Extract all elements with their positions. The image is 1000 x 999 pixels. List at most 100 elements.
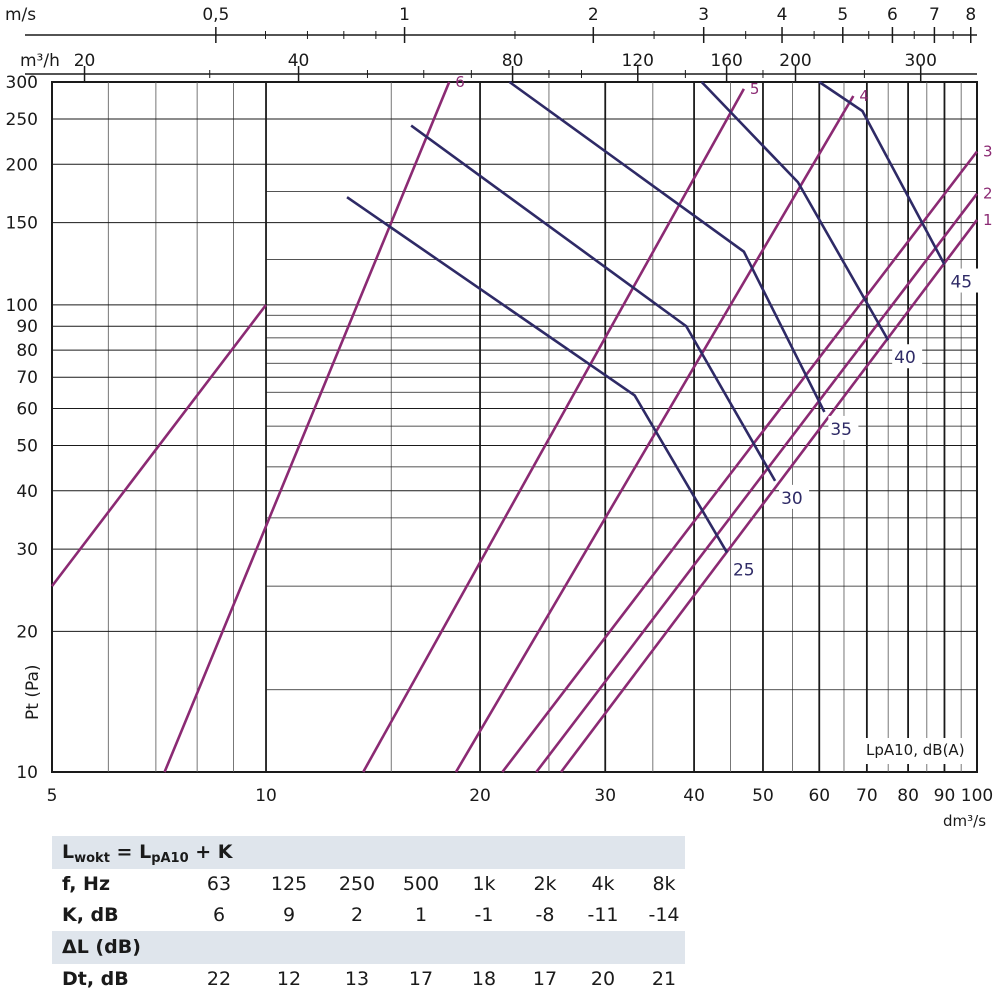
- delta-header: ΔL (dB): [52, 931, 685, 964]
- size-line: [454, 95, 855, 773]
- size-line-label: 3: [983, 142, 993, 160]
- velocity-tick-label: 2: [588, 5, 599, 25]
- freq-cell: 125: [270, 873, 308, 895]
- sound-level-line: [700, 81, 890, 341]
- formula-header: Lwokt = LpA10 + K: [52, 836, 685, 869]
- grid: [51, 81, 978, 773]
- plot-frame: [51, 81, 978, 773]
- sound-level-label: 30: [781, 489, 803, 509]
- sound-level-label: 40: [894, 348, 916, 368]
- dt-cell: 18: [471, 968, 497, 990]
- sound-level-line: [818, 80, 946, 266]
- sound-level-label: 25: [733, 561, 755, 581]
- airflow-tick-label: 40: [288, 51, 310, 71]
- y-tick-label: 200: [6, 155, 38, 175]
- k-cell: 2: [350, 904, 364, 926]
- y-tick-label: 300: [6, 73, 38, 93]
- freq-cell: 8k: [652, 873, 676, 895]
- size-line-label: 2: [983, 185, 993, 203]
- size-line-label: 5: [750, 80, 760, 98]
- top-axes: m/s 0,5 1 2 3 4 5 6 7 8 m³/h 20 40 80 120 160 200 300: [5, 5, 977, 82]
- size-line-label: 6: [455, 73, 465, 91]
- sound-level-label-bg: [948, 268, 979, 293]
- k-cell: 6: [212, 904, 226, 926]
- size-line-label: 1: [983, 211, 993, 229]
- frequency-row: f, Hz 63 125 250 500 1k 2k 4k 8k: [52, 869, 685, 900]
- y-tick-label: 70: [16, 368, 38, 388]
- airflow-tick-label: 80: [502, 51, 524, 71]
- sound-level-line: [410, 124, 777, 482]
- x-tick-label: 40: [683, 786, 705, 806]
- x-tick-label: 90: [934, 786, 956, 806]
- y-tick-label: 50: [16, 436, 38, 456]
- y-tick-label: 40: [16, 482, 38, 502]
- airflow-tick-label: 20: [74, 51, 96, 71]
- velocity-tick-label: 5: [837, 5, 848, 25]
- dt-cell: 13: [344, 968, 370, 990]
- dt-cell: 17: [408, 968, 434, 990]
- k-cell: -14: [648, 904, 680, 926]
- velocity-unit: m/s: [5, 5, 36, 25]
- velocity-tick-label: 8: [965, 5, 976, 25]
- velocity-tick-label: 4: [777, 5, 788, 25]
- k-cell: 1: [414, 904, 428, 926]
- x-tick-label: 5: [47, 786, 58, 806]
- pressure-airflow-chart: m/s 0,5 1 2 3 4 5 6 7 8m³/h 20 40 80 120 160 200 300 123…: [5, 5, 993, 830]
- size-line: [163, 81, 451, 773]
- x-tick-label: 30: [594, 786, 616, 806]
- dt-cell: 12: [276, 968, 302, 990]
- sound-correction-table: Lwokt = LpA10 + K f, Hz 63 125 250 500 1…: [52, 836, 685, 995]
- velocity-tick-label: 0,5: [202, 5, 229, 25]
- k-cell: -8: [535, 904, 555, 926]
- freq-cell: 1k: [472, 873, 496, 895]
- airflow-tick-label: 200: [779, 51, 811, 71]
- y-tick-label: 80: [16, 341, 38, 361]
- x-tick-label: 20: [469, 786, 491, 806]
- x-tick-label: 70: [856, 786, 878, 806]
- freq-cell: 63: [206, 873, 232, 895]
- freq-cell: 250: [338, 873, 376, 895]
- size-line: [362, 88, 746, 773]
- size-line: [560, 219, 979, 773]
- k-cell: 9: [282, 904, 296, 926]
- velocity-tick-label: 7: [929, 5, 940, 25]
- size-line: [50, 304, 268, 587]
- dt-cell: 20: [590, 968, 616, 990]
- y-tick-label: 60: [16, 400, 38, 420]
- airflow-tick-label: 160: [710, 51, 742, 71]
- sound-level-label-bg: [730, 556, 761, 581]
- x-tick-label: 10: [255, 786, 277, 806]
- airflow-tick-label: 300: [904, 51, 936, 71]
- x-tick-label: 100: [961, 786, 993, 806]
- freq-cell: 2k: [533, 873, 557, 895]
- freq-cell: 500: [402, 873, 440, 895]
- y-tick-label: 90: [16, 317, 38, 337]
- inset-label: LpA10, dB(A): [866, 741, 965, 759]
- dt-cell: 17: [532, 968, 558, 990]
- y-tick-label: 10: [16, 763, 38, 783]
- y-tick-label: 250: [6, 110, 38, 130]
- k-cell: -1: [474, 904, 494, 926]
- y-tick-label: 100: [6, 296, 38, 316]
- size-line: [501, 150, 979, 773]
- x-tick-label: 50: [752, 786, 774, 806]
- velocity-tick-label: 6: [887, 5, 898, 25]
- k-row: K, dB 6 9 2 1 -1 -8 -11 -14: [52, 900, 685, 931]
- sound-level-label-bg: [828, 415, 859, 440]
- size-line: [535, 192, 979, 773]
- y-tick-label: 150: [6, 214, 38, 234]
- y-tick-label: 30: [16, 540, 38, 560]
- dt-row: Dt, dB 22 12 13 17 18 17 20 21: [52, 964, 685, 995]
- sound-level-label-bg: [779, 484, 810, 509]
- sound-level-line: [508, 80, 826, 413]
- y-axis-label: Pt (Pa): [23, 665, 43, 721]
- sound-level-inset: LpA10, dB(A): [862, 738, 970, 764]
- airflow-tick-label: 120: [622, 51, 654, 71]
- sound-level-label: 35: [830, 420, 852, 440]
- sound-level-label-bg: [892, 344, 923, 369]
- freq-cell: 4k: [591, 873, 615, 895]
- x-tick-label: 60: [808, 786, 830, 806]
- velocity-tick-label: 1: [399, 5, 410, 25]
